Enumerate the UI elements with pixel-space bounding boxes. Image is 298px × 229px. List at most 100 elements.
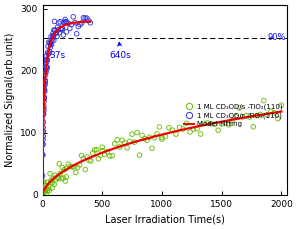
Point [272,111,277,115]
Point [62,20,67,24]
Point [53,32,58,35]
Point [89,159,93,163]
Point [52,183,57,186]
Point [132,140,137,144]
Point [61,176,66,180]
Point [45,189,50,192]
Point [76,25,81,28]
Point [58,20,63,24]
Point [230,119,235,123]
Point [135,131,139,134]
Point [64,30,69,34]
Point [198,132,203,136]
Point [60,27,65,31]
Point [41,120,46,124]
Point [51,35,56,38]
Point [163,135,168,138]
Point [64,166,69,170]
Point [73,171,78,174]
Point [52,28,57,32]
Point [42,99,46,103]
Point [59,28,64,31]
Point [137,153,142,157]
Point [41,181,46,185]
Text: 37s: 37s [49,42,66,60]
Point [66,21,71,25]
Point [233,115,238,119]
Point [43,82,47,85]
Point [100,145,105,149]
Point [66,162,71,166]
Point [56,176,60,180]
Point [44,70,49,73]
Point [45,65,49,69]
Point [45,57,49,61]
Point [174,132,179,136]
Point [49,39,54,42]
Point [216,128,221,132]
Point [181,127,185,131]
Point [43,188,48,192]
Point [43,70,48,74]
Point [117,145,122,149]
Point [61,33,66,37]
Point [44,65,49,69]
Text: 640s: 640s [109,42,131,60]
Point [42,97,46,100]
Point [188,130,193,134]
Point [254,114,259,117]
Point [87,158,91,162]
Point [55,25,60,29]
Point [115,138,119,142]
Point [212,123,217,126]
Point [60,27,64,30]
Point [42,96,46,99]
Point [55,175,60,179]
Point [44,187,49,191]
Point [58,172,63,175]
Point [268,110,273,113]
Point [85,155,89,159]
Point [43,189,47,192]
Point [57,21,61,25]
X-axis label: Laser Irradiation Time(s): Laser Irradiation Time(s) [105,214,225,224]
Point [49,35,53,38]
Y-axis label: Normalized Signal(arb.unit): Normalized Signal(arb.unit) [5,33,15,167]
Point [62,168,67,171]
Point [167,126,171,130]
Point [86,19,91,22]
Point [41,138,45,141]
Point [40,174,45,177]
Point [157,125,162,129]
Point [51,177,55,180]
Point [61,21,66,25]
Point [51,38,56,42]
Point [45,66,50,70]
Point [67,27,72,30]
Point [42,95,47,99]
Point [85,16,89,20]
Point [77,163,82,167]
Point [40,153,45,157]
Point [41,130,46,133]
Point [52,19,57,23]
Point [41,142,45,146]
Point [44,184,48,188]
Point [41,187,46,190]
Point [48,43,53,46]
Point [44,60,49,64]
Point [130,132,134,136]
Point [59,177,64,180]
Point [41,112,46,116]
Point [244,114,249,118]
Point [72,21,77,24]
Point [240,115,245,119]
Point [83,16,88,20]
Point [56,28,60,32]
Point [50,181,55,185]
Point [140,134,145,137]
Point [44,193,49,196]
Point [63,179,68,183]
Point [159,136,164,139]
Point [45,58,50,62]
